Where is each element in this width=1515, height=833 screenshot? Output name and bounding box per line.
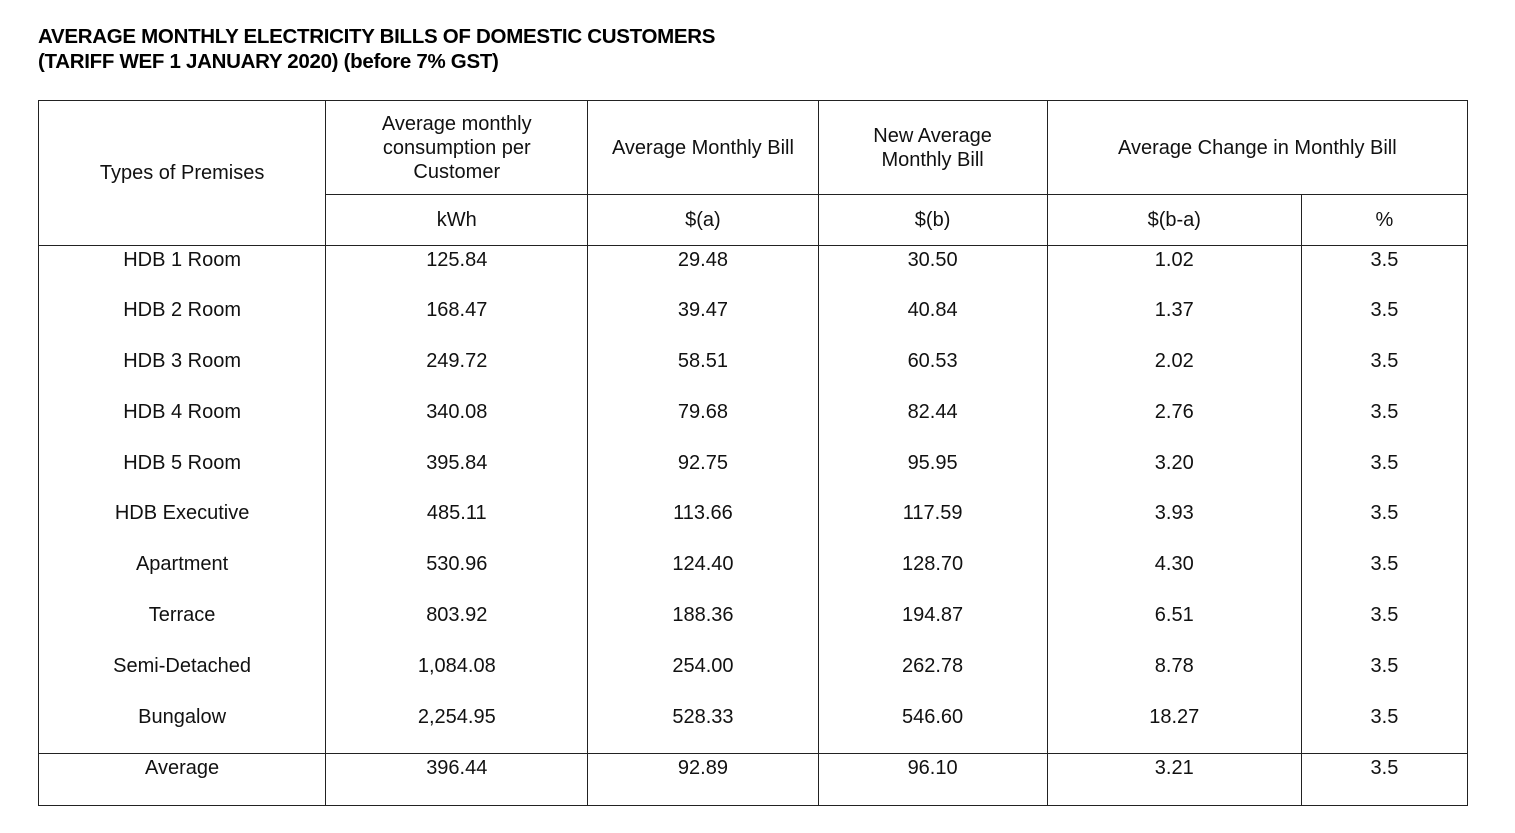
premise-cell: Semi-Detached [113, 654, 252, 677]
change-cell: 1.02 [1046, 245, 1302, 297]
average-row: Average 396.44 92.89 96.10 3.21 3.5 [38, 752, 1468, 806]
unit-bill: $(a) [587, 194, 819, 246]
consumption-cell: 803.92 [325, 600, 588, 652]
premise-cell: HDB 5 Room [123, 451, 241, 474]
unit-change-percent: % [1300, 194, 1468, 246]
table-row: HDB 3 Room 249.72 58.51 60.53 2.02 3.5 [39, 347, 1468, 398]
percent-cell: 3.5 [1300, 550, 1468, 601]
table-row: HDB Executive 485.11 113.66 117.59 3.93 … [39, 499, 1468, 551]
average-new-bill: 96.10 [817, 752, 1048, 806]
table-row: Semi-Detached 1,084.08 254.00 262.78 8.7… [39, 651, 1468, 703]
document-title: AVERAGE MONTHLY ELECTRICITY BILLS OF DOM… [38, 24, 715, 74]
table-row: HDB 5 Room 395.84 92.75 95.95 3.20 3.5 [39, 448, 1468, 500]
change-cell: 4.30 [1046, 550, 1302, 601]
consumption-cell: 1,084.08 [325, 651, 588, 703]
change-cell: 2.76 [1046, 397, 1302, 449]
unit-change-dollar: $(b-a) [1046, 194, 1302, 246]
consumption-cell: 125.84 [325, 245, 588, 297]
premise-cell: Apartment [135, 553, 229, 576]
average-consumption: 396.44 [325, 752, 588, 806]
percent-cell: 3.5 [1300, 397, 1468, 449]
new-bill-cell: 95.95 [817, 448, 1048, 500]
change-cell: 3.93 [1046, 499, 1302, 551]
new-bill-cell: 128.70 [817, 550, 1048, 601]
change-cell: 6.51 [1046, 600, 1302, 652]
header-premises: Types of Premises [38, 100, 326, 246]
percent-cell: 3.5 [1300, 651, 1468, 703]
premise-cell: HDB 1 Room [123, 249, 241, 271]
consumption-cell: 485.11 [325, 499, 588, 551]
table-row: HDB 2 Room 168.47 39.47 40.84 1.37 3.5 [39, 296, 1468, 348]
new-bill-cell: 82.44 [817, 397, 1048, 449]
consumption-cell: 340.08 [325, 397, 588, 449]
header-bill: Average Monthly Bill [587, 100, 819, 195]
consumption-cell: 2,254.95 [325, 702, 588, 754]
unit-new-bill: $(b) [817, 194, 1048, 246]
premise-cell: HDB 2 Room [123, 299, 241, 322]
percent-cell: 3.5 [1300, 600, 1468, 652]
title-line-2: (TARIFF WEF 1 JANUARY 2020) (before 7% G… [38, 50, 499, 73]
title-line-1: AVERAGE MONTHLY ELECTRICITY BILLS OF DOM… [38, 25, 716, 48]
electricity-bills-table: Types of Premises Average monthly consum… [38, 100, 1468, 806]
table-row: HDB 4 Room 340.08 79.68 82.44 2.76 3.5 [39, 397, 1468, 449]
new-bill-cell: 117.59 [817, 499, 1048, 551]
consumption-cell: 249.72 [325, 347, 588, 398]
change-cell: 2.02 [1046, 347, 1302, 398]
new-bill-cell: 60.53 [817, 347, 1048, 398]
percent-cell: 3.5 [1300, 296, 1468, 348]
bill-cell: 124.40 [587, 550, 819, 601]
change-cell: 18.27 [1046, 702, 1302, 754]
unit-consumption: kWh [325, 194, 588, 246]
percent-cell: 3.5 [1300, 499, 1468, 551]
premise-cell: HDB Executive [114, 502, 250, 525]
bill-cell: 39.47 [587, 296, 819, 348]
new-bill-cell: 194.87 [817, 600, 1048, 652]
bill-cell: 58.51 [587, 347, 819, 398]
table-row: Terrace 803.92 188.36 194.87 6.51 3.5 [39, 600, 1468, 652]
average-bill: 92.89 [587, 752, 819, 806]
bill-cell: 92.75 [587, 448, 819, 500]
average-label: Average [38, 752, 326, 806]
header-consumption: Average monthly consumption per Customer [325, 100, 588, 195]
consumption-cell: 395.84 [325, 448, 588, 500]
new-bill-cell: 546.60 [817, 702, 1048, 754]
table-row: Bungalow 2,254.95 528.33 546.60 18.27 3.… [39, 702, 1468, 754]
change-cell: 1.37 [1046, 296, 1302, 348]
change-cell: 8.78 [1046, 651, 1302, 703]
header-new-bill: New Average Monthly Bill [817, 100, 1048, 195]
average-percent: 3.5 [1300, 752, 1468, 806]
bill-cell: 188.36 [587, 600, 819, 652]
table-row: HDB 1 Room 125.84 29.48 30.50 1.02 3.5 [39, 245, 1468, 297]
consumption-cell: 530.96 [325, 550, 588, 601]
percent-cell: 3.5 [1300, 245, 1468, 297]
bill-cell: 113.66 [587, 499, 819, 551]
new-bill-cell: 262.78 [817, 651, 1048, 703]
premise-cell: HDB 3 Room [123, 350, 241, 373]
consumption-cell: 168.47 [325, 296, 588, 348]
table-row: Apartment 530.96 124.40 128.70 4.30 3.5 [39, 550, 1468, 601]
bill-cell: 254.00 [587, 651, 819, 703]
percent-cell: 3.5 [1300, 702, 1468, 754]
change-cell: 3.20 [1046, 448, 1302, 500]
percent-cell: 3.5 [1300, 448, 1468, 500]
average-change: 3.21 [1046, 752, 1302, 806]
new-bill-cell: 40.84 [817, 296, 1048, 348]
premise-cell: Terrace [148, 603, 216, 626]
percent-cell: 3.5 [1300, 347, 1468, 398]
new-bill-cell: 30.50 [817, 245, 1048, 297]
bill-cell: 29.48 [587, 245, 819, 297]
header-change: Average Change in Monthly Bill [1046, 100, 1468, 195]
bill-cell: 528.33 [587, 702, 819, 754]
bill-cell: 79.68 [587, 397, 819, 449]
premise-cell: HDB 4 Room [123, 400, 241, 423]
premise-cell: Bungalow [138, 705, 227, 728]
